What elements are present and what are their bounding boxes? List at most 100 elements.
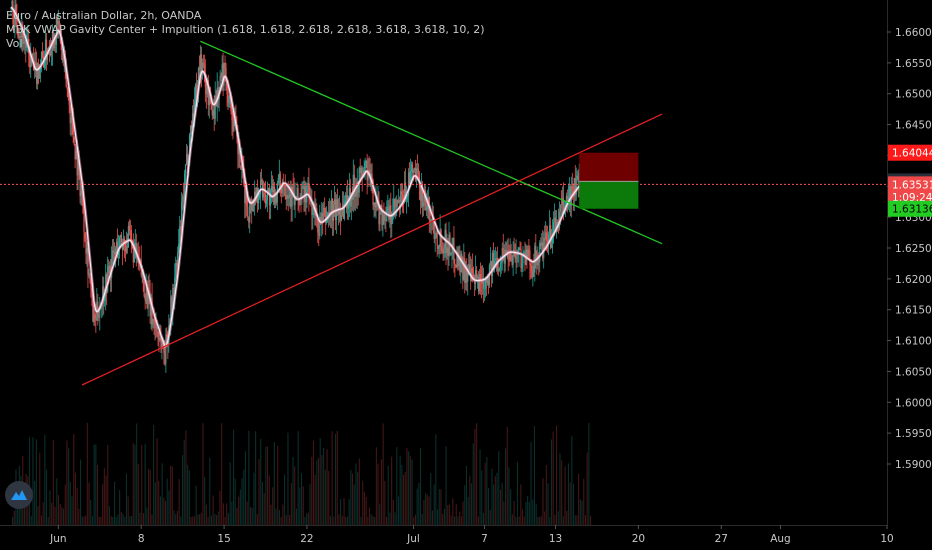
volume-bar (496, 472, 498, 525)
candle-body (30, 54, 32, 68)
volume-bar (98, 516, 100, 525)
candle-body (244, 183, 246, 204)
candle-body (267, 188, 270, 192)
price-tag-label: 1.64044 (892, 148, 932, 160)
candle-body (519, 248, 521, 249)
volume-bar (236, 507, 238, 525)
candle-body (120, 234, 123, 246)
candle-body (15, 5, 17, 15)
volume-bar (285, 514, 287, 525)
candle-body (152, 319, 154, 325)
volume-bar (573, 484, 575, 525)
volume-bar (471, 483, 473, 525)
volume-bar (273, 441, 275, 525)
candle-body (360, 167, 362, 173)
candle-body (414, 167, 417, 180)
volume-bar (124, 516, 126, 525)
candle-body (483, 288, 486, 290)
candle-body (302, 186, 304, 188)
candle-body (56, 16, 58, 25)
time-tick-label: 22 (300, 533, 313, 545)
candle-body (270, 185, 273, 191)
price-tag-box (888, 176, 932, 193)
volume-bar (144, 444, 146, 525)
volume-bar (499, 489, 501, 525)
candle-body (530, 264, 532, 271)
candle-body (189, 125, 192, 136)
candle-body (82, 194, 84, 214)
volume-bar (508, 467, 510, 525)
volume-bar (132, 442, 134, 525)
volume-bar (357, 472, 359, 525)
volume-bar (464, 485, 466, 525)
candle-body (501, 247, 503, 263)
volume-bar (153, 425, 155, 525)
candle-body (222, 64, 224, 86)
volume-bar (309, 483, 311, 525)
candle-body (359, 167, 361, 173)
candle-body (389, 205, 391, 220)
candle-body (515, 254, 517, 259)
volume-bar (231, 501, 233, 525)
candle-body (434, 235, 436, 239)
candle-body (154, 321, 156, 329)
candle-body (232, 120, 234, 131)
candle-body (24, 40, 26, 42)
volume-bar (360, 516, 362, 525)
candle-body (420, 184, 422, 201)
volume-bar (433, 484, 435, 525)
candle-body (430, 219, 432, 223)
candle-body (398, 200, 400, 203)
tradingview-logo-icon[interactable] (5, 481, 33, 509)
volume-bar (552, 431, 554, 525)
volume-bar (329, 516, 331, 525)
candle-body (158, 338, 160, 340)
candle-body (468, 264, 470, 273)
volume-bar (142, 513, 144, 525)
candle-body (200, 54, 202, 75)
volume-bar (148, 468, 150, 525)
volume-bar (379, 504, 381, 525)
volume-bar (511, 514, 513, 525)
volume-bar (40, 515, 42, 525)
candle-body (245, 189, 247, 204)
candle-body (344, 200, 347, 204)
volume-bar (141, 444, 143, 525)
volume-bar (103, 467, 105, 525)
candle-body (41, 51, 44, 57)
candle-body (413, 167, 416, 171)
candle-body (528, 249, 530, 251)
candle-body (240, 166, 242, 170)
volume-bar (287, 432, 289, 525)
candle-body (407, 172, 410, 196)
volume-bar (107, 444, 109, 525)
candle-body (516, 254, 518, 255)
candle-body (38, 63, 40, 79)
trendline-descending (200, 40, 663, 245)
candle-body (487, 277, 490, 286)
price-tick-label: 1.60500 (895, 366, 932, 378)
volume-bar (583, 478, 585, 525)
volume-bar (125, 473, 127, 525)
candle-body (43, 60, 46, 68)
candle-body (213, 110, 215, 119)
candle-body (429, 218, 431, 223)
candle-body (321, 212, 323, 223)
candle-body (22, 25, 24, 44)
volume-bar (590, 515, 592, 525)
volume-bar (91, 515, 93, 525)
candle-body (262, 193, 265, 198)
candle-body (233, 121, 235, 131)
volume-bar (401, 464, 403, 525)
volume-bar (221, 423, 223, 525)
candle-body (573, 178, 575, 197)
candle-body (331, 199, 333, 215)
volume-bar (384, 481, 386, 525)
volume-bar (338, 514, 340, 525)
candle-body (425, 206, 427, 211)
price-tick-label: 1.62500 (895, 243, 932, 255)
candle-body (527, 249, 529, 257)
volume-bar (44, 434, 46, 525)
volume-bar (66, 440, 68, 525)
